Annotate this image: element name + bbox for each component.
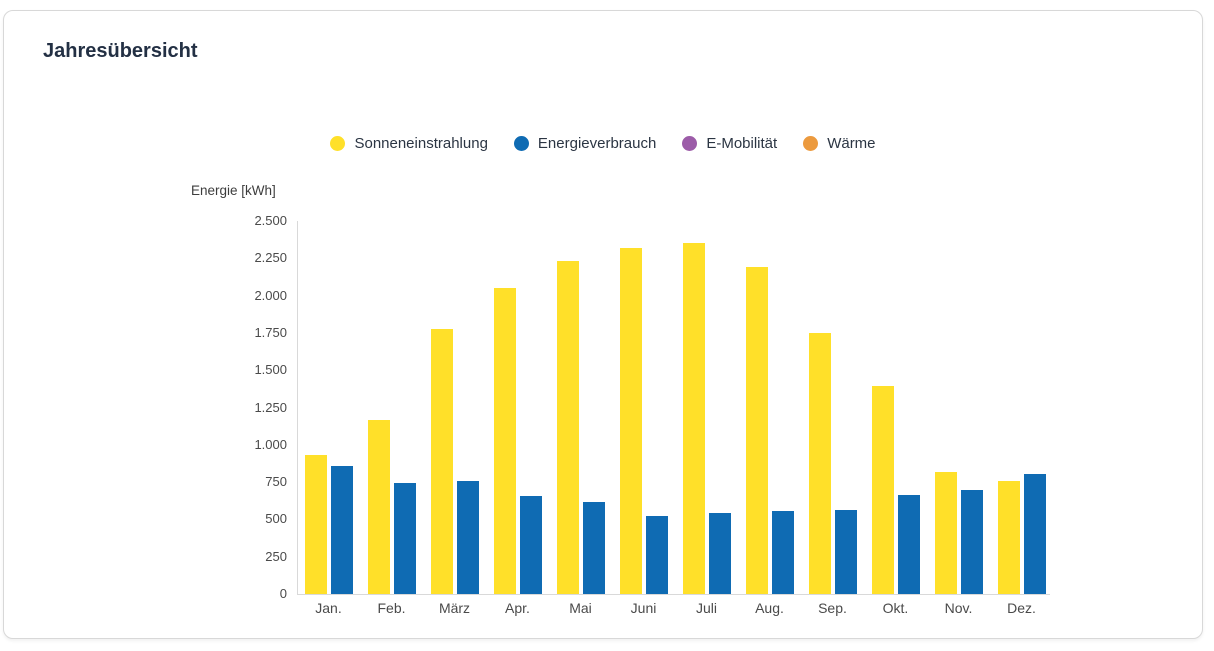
legend-item-2[interactable]: E-Mobilität [682,135,777,152]
chart-legend: Sonneneinstrahlung Energieverbrauch E-Mobi… [4,135,1202,152]
bar-energieverbrauch-nov[interactable] [960,490,983,594]
bar-energieverbrauch-sep[interactable] [834,510,857,594]
page-title: Jahresübersicht [43,40,198,62]
legend-item-0[interactable]: Sonneneinstrahlung [330,135,488,152]
y-axis-tick-label: 500 [265,511,287,527]
x-axis-tick-label: Dez. [1007,600,1036,616]
x-axis-tick-label: Juli [695,600,717,616]
y-axis-tick-label: 1.250 [254,399,287,415]
x-axis-tick-label: Feb. [377,600,406,616]
bar-energieverbrauch-juli[interactable] [708,513,731,594]
bar-energieverbrauch-dez[interactable] [1023,474,1046,594]
y-axis-tick-label: 2.250 [254,250,287,266]
bar-energieverbrauch-feb[interactable] [393,483,416,594]
x-axis-tick-label: Nov. [944,600,973,616]
bar-sonneneinstrahlung-sep[interactable] [808,333,831,594]
plot-area [297,221,1050,595]
x-axis-tick-label: Okt. [882,600,909,616]
y-axis-tick-label: 1.500 [254,362,287,378]
bar-sonneneinstrahlung-juli[interactable] [682,243,705,594]
bar-energieverbrauch-jan[interactable] [330,466,353,594]
x-axis-tick-label: Juni [630,600,657,616]
y-axis-tick-label: 250 [265,548,287,564]
legend-dot-icon [803,136,819,151]
bar-sonneneinstrahlung-jan[interactable] [304,455,327,594]
bar-energieverbrauch-märz[interactable] [456,481,479,594]
bar-sonneneinstrahlung-juni[interactable] [619,248,642,594]
x-axis-tick-label: Mai [569,600,592,616]
bar-sonneneinstrahlung-aug[interactable] [745,267,768,594]
legend-dot-icon [682,136,698,151]
y-axis-tick-label: 1.750 [254,324,287,340]
y-axis-tick-label: 0 [279,586,287,601]
y-axis-tick-label: 2.500 [254,213,287,228]
x-axis-tick-label: Sep. [818,600,847,616]
legend-label: Energieverbrauch [537,135,657,152]
bar-energieverbrauch-apr[interactable] [519,496,542,594]
bar-energieverbrauch-aug[interactable] [771,511,794,594]
x-axis-tick-label: März [438,600,471,616]
bar-sonneneinstrahlung-apr[interactable] [493,288,516,594]
bar-chart: Energie [kWh] 0 250 500 750 1.000 1.250 1.500 1… [4,11,1214,651]
bar-energieverbrauch-juni[interactable] [645,516,668,594]
legend-dot-icon [330,136,346,151]
annual-overview-card: Jahresübersicht Sonneneinstrahlung Energi… [3,10,1203,639]
bar-sonneneinstrahlung-märz[interactable] [430,329,453,594]
bar-sonneneinstrahlung-okt[interactable] [871,386,894,594]
x-axis-tick-label: Apr. [505,600,530,616]
bar-sonneneinstrahlung-dez[interactable] [997,481,1020,594]
bar-sonneneinstrahlung-nov[interactable] [934,472,957,594]
y-axis-tick-label: 750 [265,474,287,490]
legend-label: E-Mobilität [706,135,778,152]
legend-label: Wärme [827,135,876,152]
y-axis-title: Energie [kWh] [191,183,276,198]
x-axis-tick-label: Aug. [755,600,784,616]
y-axis-tick-label: 1.000 [254,436,287,452]
legend-label: Sonneneinstrahlung [354,135,488,152]
bar-energieverbrauch-okt[interactable] [897,495,920,594]
bar-sonneneinstrahlung-feb[interactable] [367,420,390,594]
y-axis-tick-label: 2.000 [254,287,287,303]
legend-dot-icon [513,136,529,151]
legend-item-1[interactable]: Energieverbrauch [513,135,657,152]
bar-energieverbrauch-mai[interactable] [582,502,605,594]
legend-item-3[interactable]: Wärme [803,135,876,152]
x-axis-tick-label: Jan. [315,600,342,616]
bar-sonneneinstrahlung-mai[interactable] [556,261,579,594]
